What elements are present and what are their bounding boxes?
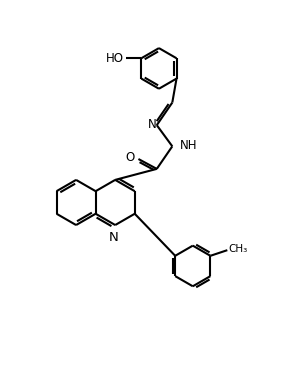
Text: NH: NH [180,139,198,152]
Text: N: N [109,231,119,244]
Text: O: O [126,151,135,164]
Text: CH₃: CH₃ [229,244,248,254]
Text: HO: HO [106,52,124,65]
Text: N: N [147,118,156,130]
